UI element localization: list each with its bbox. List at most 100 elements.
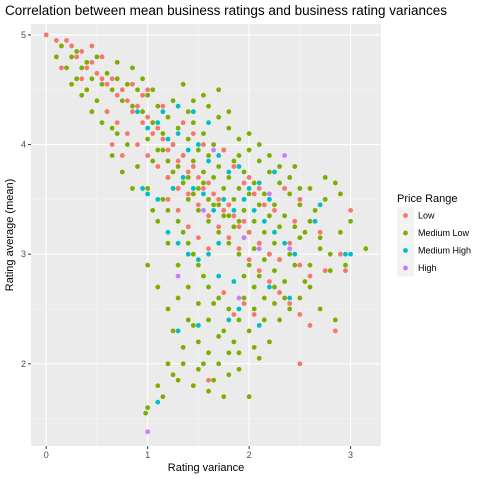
point-low bbox=[135, 103, 140, 109]
point-medium-low bbox=[119, 98, 125, 104]
point-medium-high bbox=[175, 328, 181, 334]
point-low bbox=[241, 301, 247, 306]
point-low bbox=[297, 361, 303, 367]
point-medium-low bbox=[216, 361, 222, 367]
point-medium-low bbox=[211, 377, 217, 383]
point-medium-low bbox=[277, 180, 282, 186]
legend-title: Price Range bbox=[397, 193, 458, 205]
point-medium-low bbox=[206, 317, 211, 323]
point-medium-low bbox=[216, 295, 222, 301]
point-medium-low bbox=[272, 301, 277, 306]
point-medium-high bbox=[226, 317, 232, 323]
point-medium-low bbox=[180, 81, 186, 87]
point-medium-low bbox=[317, 235, 323, 241]
point-medium-low bbox=[195, 186, 201, 191]
y-axis-ticks: 2 3 4 5 bbox=[21, 30, 31, 369]
point-medium-low bbox=[277, 164, 282, 169]
point-low bbox=[287, 240, 293, 246]
point-medium-low bbox=[150, 87, 156, 93]
point-medium-low bbox=[282, 295, 288, 301]
point-medium-low bbox=[180, 229, 186, 235]
point-low bbox=[221, 147, 227, 153]
point-low bbox=[140, 92, 145, 98]
point-low bbox=[221, 290, 227, 295]
point-medium-low bbox=[302, 279, 308, 284]
point-medium-high bbox=[312, 218, 318, 224]
point-low bbox=[267, 251, 272, 257]
point-low bbox=[267, 279, 272, 284]
point-medium-low bbox=[241, 169, 247, 175]
point-medium-low bbox=[241, 295, 247, 301]
point-medium-high bbox=[175, 103, 181, 109]
point-medium-low bbox=[140, 109, 145, 115]
point-medium-low bbox=[251, 218, 257, 224]
point-medium-low bbox=[201, 273, 206, 279]
point-low bbox=[246, 175, 252, 180]
point-medium-low bbox=[338, 191, 343, 197]
point-medium-high bbox=[206, 251, 211, 257]
point-low bbox=[185, 191, 191, 197]
point-low bbox=[241, 218, 247, 224]
point-medium-high bbox=[216, 153, 222, 158]
point-low bbox=[195, 175, 201, 180]
legend-swatch-high bbox=[403, 265, 408, 271]
point-medium-high bbox=[145, 191, 151, 197]
point-medium-low bbox=[251, 344, 257, 350]
point-medium-low bbox=[185, 317, 191, 323]
point-medium-low bbox=[74, 49, 80, 54]
point-low bbox=[261, 202, 267, 208]
point-medium-low bbox=[206, 218, 211, 224]
point-medium-high bbox=[195, 323, 201, 328]
point-medium-low bbox=[221, 213, 227, 219]
point-low bbox=[206, 180, 211, 186]
point-medium-low bbox=[251, 180, 257, 186]
point-medium-low bbox=[190, 251, 196, 257]
point-medium-low bbox=[180, 180, 186, 186]
point-medium-low bbox=[195, 339, 201, 345]
point-low bbox=[226, 235, 232, 241]
point-medium-high bbox=[175, 240, 181, 246]
point-medium-low bbox=[175, 377, 181, 383]
grid-major bbox=[31, 24, 381, 446]
point-medium-low bbox=[322, 196, 328, 202]
point-medium-low bbox=[190, 191, 196, 197]
point-medium-low bbox=[216, 229, 222, 235]
point-medium-low bbox=[160, 131, 166, 137]
point-medium-low bbox=[216, 164, 222, 169]
point-low bbox=[297, 312, 303, 317]
point-medium-low bbox=[185, 240, 191, 246]
point-medium-low bbox=[226, 109, 232, 115]
point-medium-low bbox=[256, 273, 262, 279]
point-medium-low bbox=[145, 262, 151, 268]
point-medium-low bbox=[140, 76, 145, 82]
point-medium-low bbox=[261, 257, 267, 263]
point-medium-low bbox=[226, 240, 232, 246]
point-low bbox=[226, 202, 232, 208]
point-medium-low bbox=[155, 147, 161, 153]
point-low bbox=[69, 43, 74, 49]
point-medium-low bbox=[307, 262, 313, 268]
point-low bbox=[282, 186, 288, 191]
point-medium-high bbox=[261, 218, 267, 224]
point-low bbox=[165, 147, 171, 153]
point-low bbox=[175, 207, 181, 213]
legend-swatch-medium-low bbox=[403, 230, 408, 236]
point-low bbox=[109, 142, 115, 147]
x-axis-title: Rating variance bbox=[168, 462, 244, 474]
point-medium-low bbox=[267, 339, 272, 345]
point-low bbox=[124, 98, 130, 104]
point-low bbox=[99, 76, 105, 82]
point-medium-low bbox=[343, 262, 348, 268]
point-low bbox=[322, 268, 328, 274]
point-medium-low bbox=[256, 355, 262, 361]
point-low bbox=[160, 136, 166, 142]
point-low bbox=[79, 49, 85, 54]
point-low bbox=[89, 43, 95, 49]
point-medium-low bbox=[109, 87, 115, 93]
point-low bbox=[241, 180, 247, 186]
point-low bbox=[231, 213, 237, 219]
point-medium-low bbox=[180, 344, 186, 350]
y-tick-label: 2 bbox=[21, 359, 26, 369]
point-high bbox=[241, 235, 247, 241]
point-medium-low bbox=[261, 317, 267, 323]
